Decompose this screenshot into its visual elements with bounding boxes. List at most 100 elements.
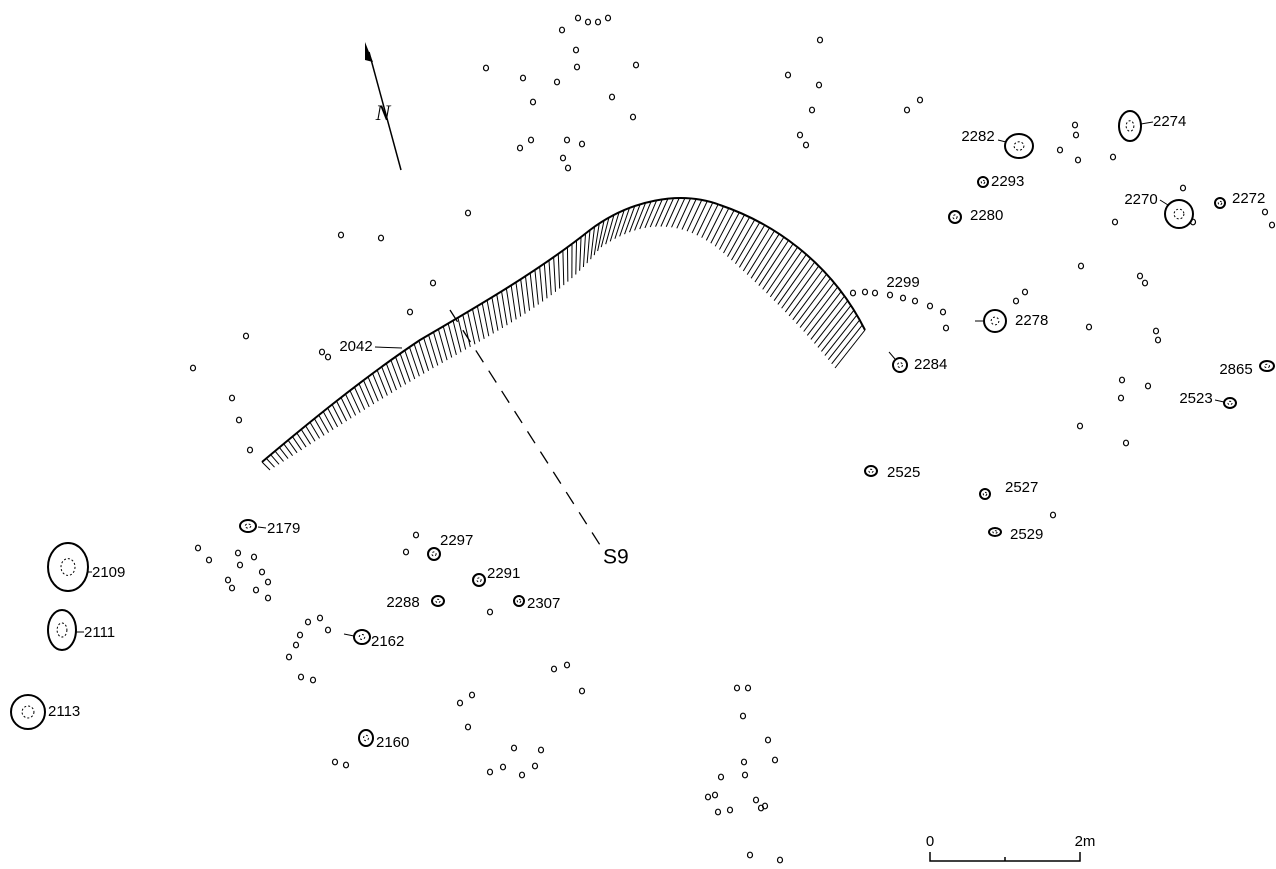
feature — [428, 548, 440, 560]
posthole — [561, 155, 566, 161]
hachure — [821, 310, 854, 351]
posthole — [580, 688, 585, 694]
posthole — [596, 19, 601, 25]
feature — [48, 543, 88, 591]
hachure — [497, 294, 503, 328]
hachure — [656, 199, 668, 227]
posthole — [414, 532, 419, 538]
posthole — [766, 737, 771, 743]
hachure — [549, 260, 551, 295]
posthole — [326, 627, 331, 633]
posthole — [1058, 147, 1063, 153]
feature-label: 2270 — [1124, 191, 1157, 208]
hachure — [492, 297, 498, 330]
posthole — [1156, 337, 1161, 343]
posthole — [318, 615, 323, 621]
posthole — [944, 325, 949, 331]
posthole — [742, 759, 747, 765]
hachure — [739, 225, 764, 267]
feature-label: 2523 — [1179, 390, 1212, 407]
feature — [1215, 198, 1225, 208]
hachure — [391, 360, 401, 387]
hachure — [692, 201, 707, 233]
posthole — [905, 107, 910, 113]
posthole — [1120, 377, 1125, 383]
posthole — [1076, 157, 1081, 163]
posthole — [575, 64, 580, 70]
hachure — [804, 287, 838, 331]
feature — [1165, 200, 1193, 228]
posthole — [566, 165, 571, 171]
hachure — [506, 288, 511, 322]
hachure — [583, 234, 585, 267]
hachure — [766, 247, 797, 293]
feature-label: 2042 — [339, 338, 372, 355]
hachure — [789, 270, 823, 316]
hachure — [778, 258, 811, 304]
feature — [432, 596, 444, 606]
posthole — [1143, 280, 1148, 286]
hachure — [266, 458, 274, 467]
hachure — [563, 251, 564, 286]
hachure — [719, 212, 739, 249]
scale-start: 0 — [926, 833, 934, 850]
posthole — [804, 142, 809, 148]
hachure — [630, 204, 641, 232]
posthole — [298, 632, 303, 638]
posthole — [488, 769, 493, 775]
posthole — [518, 145, 523, 151]
hachure — [796, 278, 830, 323]
posthole — [248, 447, 253, 453]
feature-label: 2179 — [267, 520, 300, 537]
hachure — [635, 203, 646, 231]
feature-label: 2109 — [92, 564, 125, 581]
hachure — [525, 276, 529, 311]
hachure — [332, 405, 342, 425]
posthole — [1113, 219, 1118, 225]
hachure — [359, 384, 369, 407]
posthole — [719, 774, 724, 780]
posthole — [888, 292, 893, 298]
posthole — [237, 417, 242, 423]
feature — [11, 695, 45, 729]
posthole — [344, 762, 349, 768]
feature-label: 2307 — [527, 595, 560, 612]
hachure — [640, 201, 651, 229]
hachure — [666, 198, 679, 227]
hachure — [386, 363, 396, 390]
posthole — [254, 587, 259, 593]
feature-label: 2272 — [1232, 190, 1265, 207]
hachure — [554, 257, 556, 292]
hachure — [377, 370, 387, 395]
feature — [865, 466, 877, 476]
hachure — [774, 254, 806, 300]
posthole — [565, 662, 570, 668]
hachure — [832, 325, 863, 364]
hachure — [835, 330, 865, 368]
posthole — [773, 757, 778, 763]
hachure — [580, 237, 581, 271]
posthole — [266, 595, 271, 601]
posthole — [207, 557, 212, 563]
posthole — [260, 569, 265, 575]
feature-label: 2293 — [991, 173, 1024, 190]
hachure — [650, 199, 662, 227]
posthole — [1074, 132, 1079, 138]
posthole — [236, 550, 241, 556]
hachure — [350, 391, 360, 413]
posthole — [1181, 185, 1186, 191]
posthole — [631, 114, 636, 120]
posthole — [610, 94, 615, 100]
posthole — [431, 280, 436, 286]
posthole — [1078, 423, 1083, 429]
posthole — [244, 333, 249, 339]
feature — [354, 630, 370, 644]
leader — [1141, 122, 1153, 124]
hachure — [587, 230, 590, 263]
posthole — [560, 27, 565, 33]
posthole — [529, 137, 534, 143]
posthole — [552, 666, 557, 672]
posthole — [379, 235, 384, 241]
feature — [48, 610, 76, 650]
posthole — [339, 232, 344, 238]
